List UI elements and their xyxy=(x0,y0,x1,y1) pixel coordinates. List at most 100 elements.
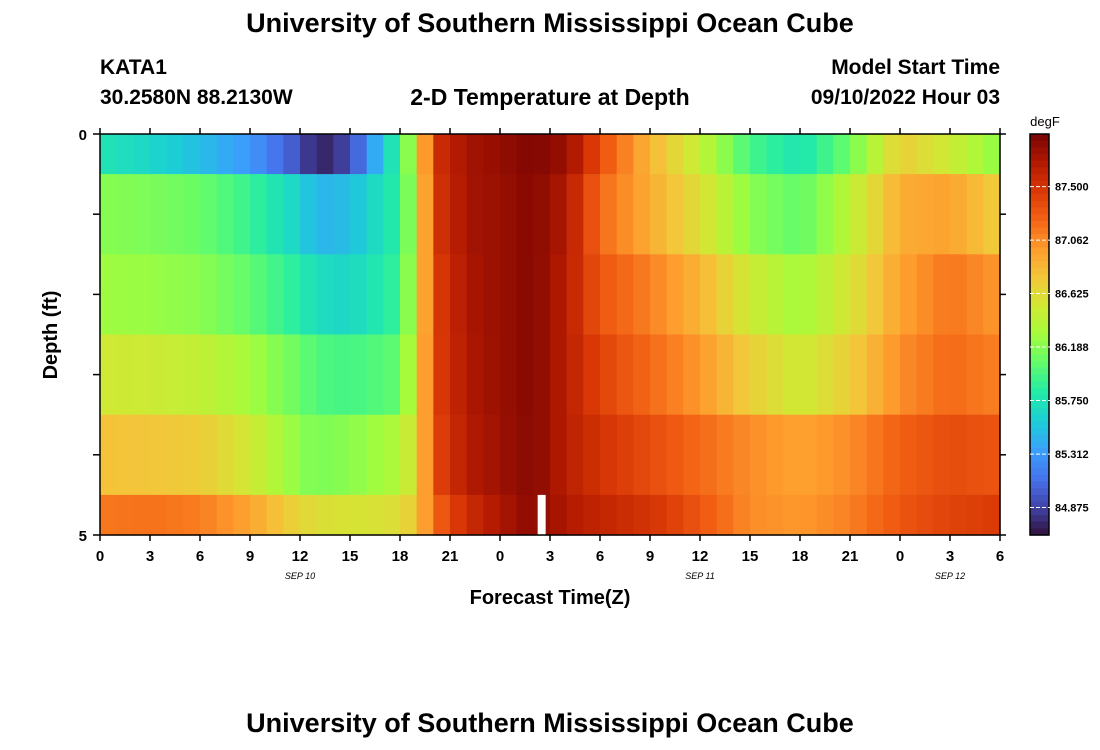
heatmap-cell xyxy=(733,494,751,536)
x-tick-label: 6 xyxy=(196,548,204,565)
heatmap-cell xyxy=(466,254,484,336)
heatmap-cell xyxy=(666,334,684,416)
heatmap-cell xyxy=(933,414,951,496)
heatmap-cell xyxy=(383,334,401,416)
heatmap-cell xyxy=(650,254,668,336)
heatmap-cell xyxy=(416,334,434,416)
heatmap-cell xyxy=(233,174,251,255)
x-tick-label: 3 xyxy=(946,548,954,565)
heatmap-cell xyxy=(483,174,501,255)
heatmap-cell xyxy=(366,254,384,336)
colorbar-band xyxy=(1030,301,1049,309)
heatmap-cell xyxy=(450,254,468,336)
heatmap-cell xyxy=(550,134,568,175)
heatmap-cell xyxy=(650,334,668,416)
heatmap-cell xyxy=(300,134,318,175)
heatmap-cell xyxy=(350,254,368,336)
heatmap-cell xyxy=(833,334,851,416)
station-coordinates: 30.2580N 88.2130W xyxy=(100,86,293,109)
heatmap-cell xyxy=(216,174,234,255)
colorbar-band xyxy=(1030,374,1049,382)
colorbar-frame xyxy=(1029,133,1050,536)
heatmap-cell xyxy=(783,254,801,336)
colorbar-band xyxy=(1030,401,1049,409)
heatmap-cell xyxy=(966,414,984,496)
heatmap-cell xyxy=(500,334,518,416)
heatmap-cell xyxy=(316,134,334,175)
x-tick-label: 21 xyxy=(842,548,859,565)
colorbar-band xyxy=(1030,240,1049,249)
heatmap-cell xyxy=(483,134,501,175)
colorbar-band xyxy=(1030,494,1049,503)
x-tick-label: 18 xyxy=(392,548,409,565)
heatmap-cell xyxy=(816,174,834,255)
heatmap-cell xyxy=(733,174,751,255)
heatmap-cell xyxy=(700,414,718,496)
heatmap-cell xyxy=(400,174,418,255)
colorbar-band xyxy=(1030,220,1049,229)
heatmap-cell xyxy=(766,494,784,536)
heatmap-cell xyxy=(666,254,684,336)
heatmap-cell xyxy=(850,174,868,255)
heatmap-cell xyxy=(116,334,134,416)
heatmap-cell xyxy=(833,134,851,175)
heatmap-cell xyxy=(233,334,251,416)
heatmap-cell xyxy=(866,494,884,536)
heatmap-cell xyxy=(683,334,701,416)
colorbar-band xyxy=(1030,334,1049,342)
colorbar-band xyxy=(1030,354,1049,362)
heatmap-cell xyxy=(883,254,901,336)
heatmap-cell xyxy=(666,174,684,255)
heatmap-cell xyxy=(100,494,118,536)
heatmap-cell xyxy=(300,254,318,336)
colorbar-tick-label: 86.625 xyxy=(1055,289,1089,301)
heatmap-cell xyxy=(683,414,701,496)
heatmap-cell xyxy=(400,414,418,496)
heatmap-cell xyxy=(366,134,384,175)
heatmap-cell xyxy=(366,334,384,416)
temperature-depth-chart: 0 3 6 9 12 15 18 21 0 3 6 9 12 15 18 21 0 3 6 SEP 10 SEP 11 S… xyxy=(40,114,1089,609)
colorbar-band xyxy=(1030,274,1049,282)
heatmap-cell xyxy=(183,254,201,336)
heatmap-cell xyxy=(900,334,918,416)
heatmap-cell xyxy=(633,174,651,255)
heatmap-cell xyxy=(133,414,151,496)
heatmap-cell xyxy=(700,494,718,536)
heatmap-cell xyxy=(650,494,668,536)
colorbar-band xyxy=(1030,468,1049,476)
heatmap-cell xyxy=(133,334,151,416)
colorbar-band xyxy=(1030,481,1049,489)
heatmap-cell xyxy=(916,494,934,536)
heatmap-cell xyxy=(333,254,351,336)
heatmap-cell xyxy=(283,414,301,496)
colorbar-band xyxy=(1030,347,1049,356)
heatmap-cell xyxy=(166,174,184,255)
heatmap-cell xyxy=(883,414,901,496)
heatmap-cell xyxy=(366,174,384,255)
heatmap-cell xyxy=(716,334,734,416)
heatmap-cell xyxy=(316,414,334,496)
heatmap-cell xyxy=(316,334,334,416)
colorbar-band xyxy=(1030,321,1049,329)
heatmap-cell xyxy=(233,414,251,496)
heatmap-cell xyxy=(550,414,568,496)
heatmap-cell xyxy=(233,254,251,336)
colorbar-band xyxy=(1030,247,1049,255)
heatmap-cell xyxy=(883,134,901,175)
heatmap-cell xyxy=(350,414,368,496)
heatmap-cell xyxy=(450,134,468,175)
heatmap-cell xyxy=(633,134,651,175)
heatmap-cell xyxy=(766,174,784,255)
heatmap-cell xyxy=(533,334,551,416)
heatmap-cell xyxy=(116,494,134,536)
colorbar-tick-label: 87.500 xyxy=(1055,182,1089,194)
x-tick-label: 15 xyxy=(342,548,359,565)
heatmap-cell xyxy=(100,254,118,336)
heatmap-cell xyxy=(283,494,301,536)
heatmap-cell xyxy=(633,334,651,416)
heatmap-cell xyxy=(633,254,651,336)
heatmap-cell xyxy=(850,414,868,496)
heatmap-cell xyxy=(766,334,784,416)
heatmap-cell xyxy=(166,254,184,336)
heatmap-cell xyxy=(966,174,984,255)
